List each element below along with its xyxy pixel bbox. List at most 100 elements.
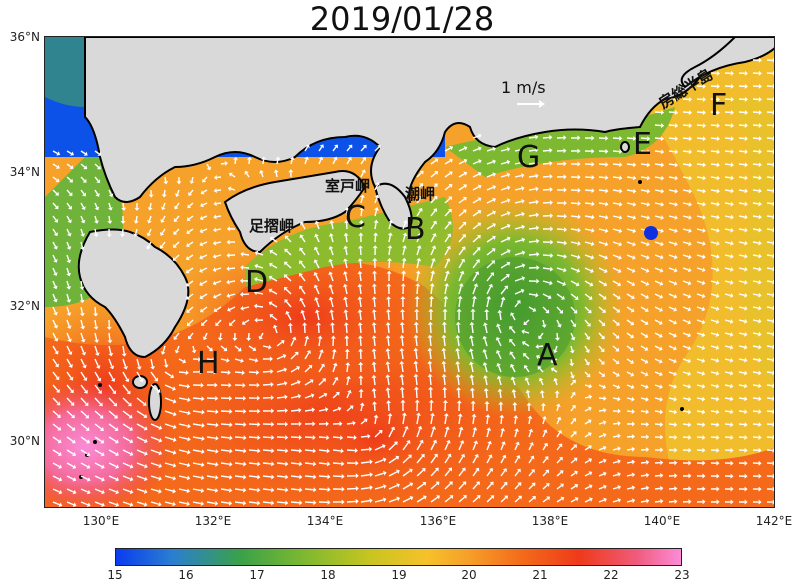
current-vector-head [271,461,275,467]
current-vector [444,455,450,464]
current-vector [300,300,306,308]
current-vector-head [120,233,125,238]
land [77,37,774,421]
current-vector-head [536,278,540,284]
current-vector-head [758,318,762,324]
current-vector [682,423,689,426]
current-vector-head [257,448,261,454]
current-vector-head [687,267,692,273]
current-vector-head [243,408,247,414]
current-vector-head [94,339,100,343]
current-vector [654,293,661,298]
current-vector [206,358,213,361]
current-vector [220,345,226,350]
current-vector-head [491,248,496,253]
current-vector [344,273,348,282]
current-vector-head [604,241,609,247]
current-vector [640,487,647,490]
current-vector [164,423,174,428]
current-vector-head [72,477,77,482]
current-vector [570,485,577,490]
current-vector [234,159,237,165]
current-vector-head [619,188,623,194]
current-vector [444,235,450,243]
current-vector-head [257,421,261,427]
current-vector-head [201,396,205,402]
current-vector [164,436,174,441]
current-vector [429,350,432,360]
current-vector [360,435,368,438]
current-vector [682,384,689,388]
current-vector [766,345,773,348]
current-vector-head [716,473,720,479]
current-vector-head [299,487,303,493]
current-vector-head [673,307,678,312]
current-vector [640,461,647,464]
current-vector [484,325,488,334]
current-vector [373,377,376,386]
current-vector-head [94,220,99,224]
current-vector-head [660,149,665,155]
current-vector [374,417,377,425]
current-vector [710,293,717,297]
current-vector [150,488,160,493]
current-vector-head [202,336,208,341]
current-vector-head [702,149,707,155]
current-vector-head [285,421,289,427]
current-vector [654,280,661,285]
current-vector [80,319,84,327]
current-vector [528,497,535,503]
current-vector [229,306,236,311]
current-vector-head [80,338,86,343]
current-vector [598,473,605,477]
current-vector-head [58,489,63,495]
current-vector-head [327,499,331,505]
current-vector [497,326,502,334]
current-vector [654,410,661,413]
current-vector-head [158,488,162,494]
current-vector-head [413,347,419,352]
current-vector-head [382,470,387,476]
current-vector-head [758,331,762,337]
current-vector-head [96,179,101,184]
current-vector [458,260,464,269]
current-vector [360,461,370,464]
current-vector [640,241,648,245]
current-vector-head [602,432,607,438]
current-vector-head [605,188,609,194]
current-vector-head [436,495,440,500]
current-vector-head [226,279,230,285]
current-vector [402,497,411,503]
current-vector-head [645,472,650,478]
current-vector [514,174,522,178]
current-vector-head [358,361,364,365]
place-shionomisaki: 潮岬 [405,185,435,203]
current-vector-head [772,370,774,376]
current-vector [612,345,618,351]
current-vector-head [200,308,204,313]
current-vector [752,410,759,413]
current-vector [528,418,531,425]
current-vector-head [585,361,590,366]
current-vector-head [444,283,450,287]
current-vector-head [645,485,650,491]
current-vector [243,319,250,324]
current-vector-head [617,498,622,503]
current-vector [668,254,676,258]
current-vector-head [246,337,252,341]
current-vector [178,501,188,505]
current-vector-head [68,192,73,197]
current-vector [220,462,230,465]
current-vector-head [108,193,114,198]
current-vector-head [729,293,734,298]
current-vector-head [630,359,634,364]
current-vector [415,376,418,386]
current-vector-head [79,312,85,317]
current-vector [654,254,662,258]
current-vector [387,312,390,321]
current-vector-head [688,422,692,428]
current-vector-head [200,488,205,494]
current-vector [148,215,152,221]
current-vector-head [539,390,545,394]
current-vector-head [254,263,258,269]
